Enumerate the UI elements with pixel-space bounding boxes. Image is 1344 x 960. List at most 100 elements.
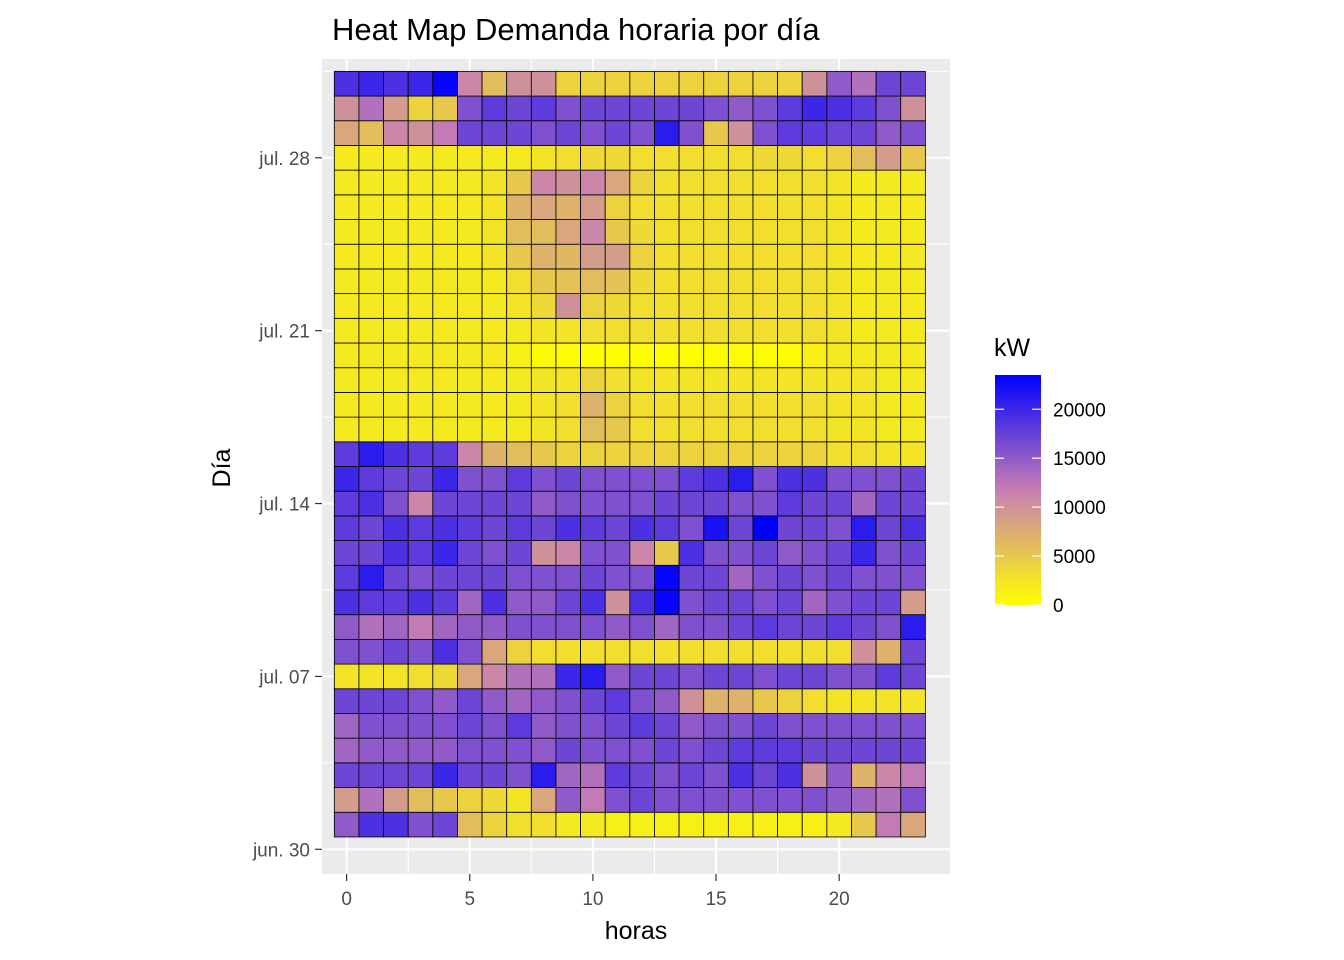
heatmap-tile xyxy=(432,392,458,418)
heatmap-tile xyxy=(900,95,926,122)
heatmap-tile xyxy=(654,515,680,541)
heatmap-tile xyxy=(826,342,852,369)
heatmap-tile xyxy=(629,268,655,295)
heatmap-tile xyxy=(654,416,680,443)
heatmap-tile xyxy=(752,120,779,146)
heatmap-tile xyxy=(407,293,434,319)
heatmap-tile xyxy=(777,515,803,541)
heatmap-tile xyxy=(851,638,877,665)
heatmap-tile xyxy=(875,811,902,838)
heatmap-tile xyxy=(851,688,877,714)
heatmap-tile xyxy=(851,811,877,838)
heatmap-tile xyxy=(530,70,557,97)
x-tick-label: 0 xyxy=(341,889,352,910)
heatmap-tile xyxy=(900,145,926,171)
heatmap-tile xyxy=(727,441,754,467)
heatmap-tile xyxy=(629,466,655,492)
heatmap-tile xyxy=(358,293,384,319)
heatmap-tile xyxy=(481,490,508,517)
heatmap-tile xyxy=(555,145,581,171)
heatmap-tile xyxy=(752,466,779,492)
heatmap-tile xyxy=(752,515,779,541)
heatmap-tile xyxy=(358,515,384,541)
heatmap-tile xyxy=(727,589,754,616)
heatmap-tile xyxy=(654,688,680,714)
heatmap-tile xyxy=(826,367,852,393)
heatmap-tile xyxy=(432,787,458,813)
heatmap-tile xyxy=(383,490,409,517)
heatmap-tile xyxy=(530,243,557,270)
heatmap-tile xyxy=(851,466,877,492)
heatmap-tile xyxy=(900,70,926,97)
heatmap-tile xyxy=(900,317,926,344)
heatmap-tile xyxy=(506,243,532,270)
heatmap-tile xyxy=(777,713,803,739)
heatmap-tile xyxy=(678,194,705,220)
heatmap-tile xyxy=(530,540,557,566)
heatmap-tile xyxy=(826,787,852,813)
heatmap-tile xyxy=(826,145,852,171)
heatmap-tile xyxy=(752,441,779,467)
heatmap-tile xyxy=(555,342,581,369)
heatmap-tile xyxy=(580,540,606,566)
heatmap-tile xyxy=(580,392,606,418)
heatmap-tile xyxy=(703,95,729,122)
heatmap-tile xyxy=(875,120,902,146)
heatmap-tile xyxy=(703,663,729,690)
heatmap-tile xyxy=(432,614,458,640)
heatmap-tile xyxy=(777,811,803,838)
heatmap-tile xyxy=(654,70,680,97)
heatmap-tile xyxy=(481,663,508,690)
heatmap-tile xyxy=(555,466,581,492)
heatmap-tile xyxy=(629,811,655,838)
heatmap-tile xyxy=(703,441,729,467)
heatmap-tile xyxy=(333,515,360,541)
heatmap-tile xyxy=(604,145,631,171)
heatmap-tile xyxy=(333,589,360,616)
heatmap-tile xyxy=(481,638,508,665)
heatmap-tile xyxy=(481,762,508,788)
heatmap-tile xyxy=(752,392,779,418)
heatmap-tile xyxy=(900,441,926,467)
heatmap-tile xyxy=(777,145,803,171)
heatmap-tile xyxy=(580,737,606,764)
heatmap-tile xyxy=(383,638,409,665)
heatmap-tile xyxy=(629,293,655,319)
heatmap-tile xyxy=(875,243,902,270)
heatmap-tile xyxy=(506,762,532,788)
heatmap-tile xyxy=(530,194,557,220)
heatmap-tile xyxy=(580,564,606,591)
heatmap-tile xyxy=(678,762,705,788)
heatmap-tile xyxy=(900,416,926,443)
heatmap-tile xyxy=(383,194,409,220)
heatmap-tile xyxy=(407,392,434,418)
heatmap-tile xyxy=(703,540,729,566)
heatmap-tile xyxy=(629,219,655,245)
heatmap-tile xyxy=(457,663,483,690)
heatmap-tile xyxy=(333,737,360,764)
heatmap-tile xyxy=(457,762,483,788)
heatmap-tile xyxy=(604,787,631,813)
heatmap-tile xyxy=(629,663,655,690)
heatmap-tile xyxy=(777,416,803,443)
heatmap-tile xyxy=(432,762,458,788)
heatmap-tile xyxy=(629,367,655,393)
heatmap-tile xyxy=(555,194,581,220)
heatmap-tile xyxy=(604,466,631,492)
heatmap-tile xyxy=(654,243,680,270)
heatmap-tile xyxy=(801,540,828,566)
heatmap-tile xyxy=(777,540,803,566)
heatmap-tile xyxy=(530,342,557,369)
heatmap-tile xyxy=(727,145,754,171)
heatmap-tile xyxy=(457,219,483,245)
heatmap-tile xyxy=(580,515,606,541)
heatmap-tile xyxy=(481,219,508,245)
heatmap-tile xyxy=(383,367,409,393)
heatmap-tile xyxy=(432,416,458,443)
heatmap-tile xyxy=(777,787,803,813)
heatmap-tile xyxy=(727,614,754,640)
heatmap-tile xyxy=(530,169,557,196)
heatmap-tile xyxy=(506,342,532,369)
heatmap-tile xyxy=(432,243,458,270)
heatmap-tile xyxy=(900,219,926,245)
